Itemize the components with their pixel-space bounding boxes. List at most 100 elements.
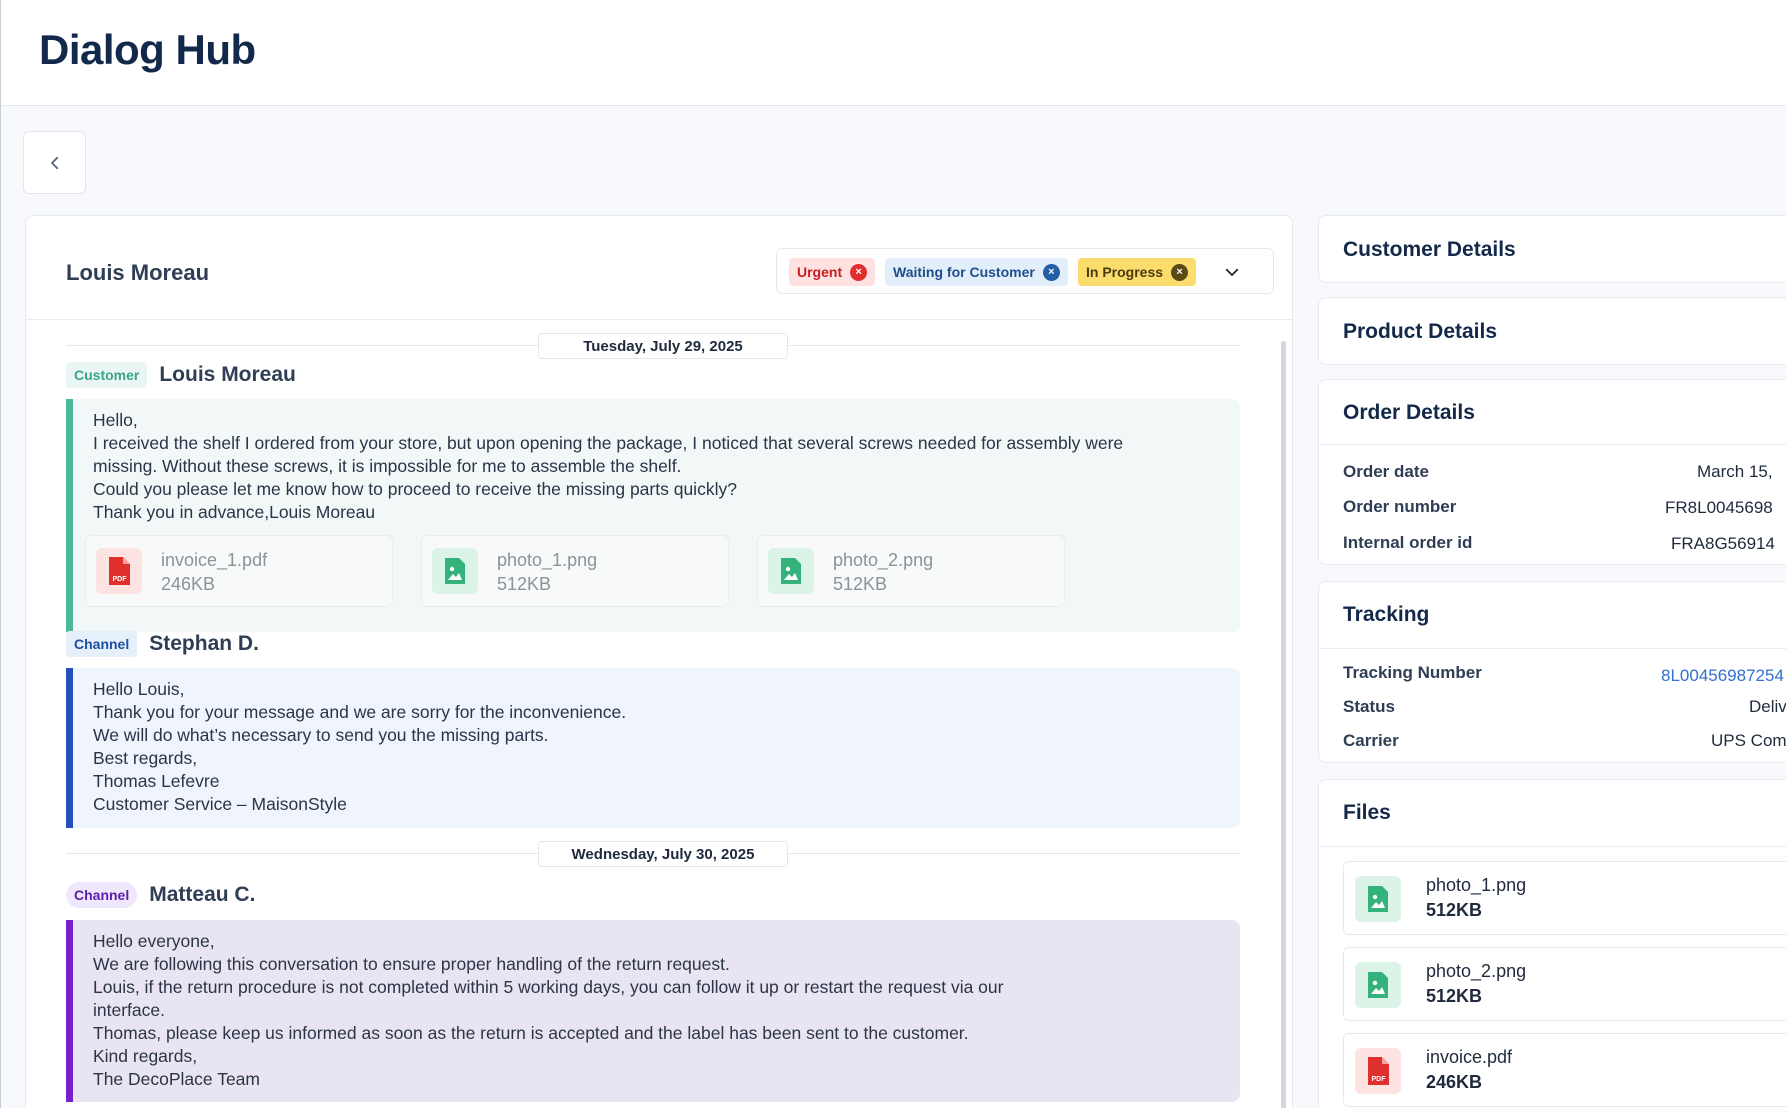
order-number-value: FR8L0045698 — [1665, 498, 1773, 517]
files-card: Files photo_1.png 512KB L photo_2.png 51… — [1318, 779, 1786, 1108]
message-line: Louis, if the return procedure is not co… — [93, 977, 1004, 997]
role-badge-customer: Customer — [66, 362, 148, 388]
attachment-name: photo_1.png — [497, 550, 598, 570]
tag-label: Waiting for Customer — [893, 264, 1035, 280]
message-line: We are following this conversation to en… — [93, 954, 730, 974]
file-size: 512KB — [1426, 900, 1483, 920]
message-line: Hello Louis, — [93, 679, 185, 699]
product-details-card[interactable]: Product Details — [1318, 297, 1786, 365]
status-label: Status — [1343, 697, 1395, 716]
attachment-name: photo_2.png — [833, 550, 934, 570]
message-bubble-channel: Hello everyone, We are following this co… — [66, 920, 1240, 1102]
tag-label: In Progress — [1086, 264, 1164, 280]
author-name: Louis Moreau — [159, 363, 296, 386]
attachment-card[interactable]: photo_2.png 512KB — [757, 535, 1065, 607]
message-line: We will do what’s necessary to send you … — [93, 725, 549, 745]
author-name: Matteau C. — [149, 883, 256, 906]
order-date-value: March 15, — [1697, 462, 1773, 481]
order-details-card: Order Details Order date March 15, Order… — [1318, 379, 1786, 565]
internal-order-id-label: Internal order id — [1343, 533, 1473, 552]
message-author-row: Channel Stephan D. — [66, 630, 259, 658]
message-line: I received the shelf I ordered from your… — [93, 433, 1124, 453]
chevron-down-icon[interactable] — [1223, 263, 1241, 281]
tag-waiting-for-customer: Waiting for Customer × — [885, 258, 1068, 286]
message-line: Hello everyone, — [93, 931, 215, 951]
file-name: photo_2.png — [1426, 961, 1527, 981]
attachment-size: 512KB — [497, 574, 552, 594]
message-line: Could you please let me know how to proc… — [93, 479, 737, 499]
message-line: Customer Service – MaisonStyle — [93, 794, 347, 814]
tag-label: Urgent — [797, 264, 843, 280]
date-separator: Tuesday, July 29, 2025 — [66, 333, 1240, 359]
attachment-card[interactable]: PDF invoice_1.pdf 246KB — [85, 535, 393, 607]
message-line: Thomas Lefevre — [93, 771, 220, 791]
message-line: The DecoPlace Team — [93, 1069, 260, 1089]
divider — [1319, 444, 1786, 445]
image-file-icon — [768, 548, 814, 594]
section-title: Product Details — [1343, 320, 1498, 343]
message-line: Thank you in advance,Louis Moreau — [93, 502, 376, 522]
image-file-icon — [1355, 876, 1401, 922]
message-bubble-customer: Hello, I received the shelf I ordered fr… — [66, 399, 1240, 632]
order-date-label: Order date — [1343, 462, 1429, 481]
file-item[interactable]: photo_1.png 512KB L — [1343, 861, 1786, 935]
section-title: Customer Details — [1343, 238, 1516, 261]
carrier-value: UPS Com — [1711, 731, 1786, 750]
file-item[interactable]: photo_2.png 512KB L — [1343, 947, 1786, 1021]
file-size: 246KB — [1426, 1072, 1483, 1092]
file-item[interactable]: PDF invoice.pdf 246KB L — [1343, 1033, 1786, 1107]
role-badge-channel: Channel — [66, 882, 138, 908]
pdf-file-icon: PDF — [96, 548, 142, 594]
svg-text:PDF: PDF — [113, 576, 128, 583]
tracking-card: Tracking Tracking Number 8L00456987254 S… — [1318, 581, 1786, 763]
date-label: Tuesday, July 29, 2025 — [538, 333, 788, 359]
tag-in-progress: In Progress × — [1078, 258, 1197, 286]
attachment-name: invoice_1.pdf — [161, 550, 268, 570]
attachment-size: 246KB — [161, 574, 216, 594]
file-size: 512KB — [1426, 986, 1483, 1006]
message-line: Kind regards, — [93, 1046, 198, 1066]
section-title: Order Details — [1343, 401, 1475, 424]
remove-tag-icon[interactable]: × — [1042, 263, 1060, 281]
message-line: Hello, — [93, 410, 138, 430]
remove-tag-icon[interactable]: × — [850, 263, 868, 281]
carrier-label: Carrier — [1343, 731, 1399, 750]
image-file-icon — [1355, 962, 1401, 1008]
message-line: Best regards, — [93, 748, 198, 768]
status-value: Deliv — [1749, 697, 1786, 716]
image-file-icon — [432, 548, 478, 594]
message-line: Thank you for your message and we are so… — [93, 702, 627, 722]
section-title: Tracking — [1343, 603, 1430, 626]
order-number-label: Order number — [1343, 497, 1457, 516]
attachment-size: 512KB — [833, 574, 888, 594]
tag-urgent: Urgent × — [789, 258, 876, 286]
message-line: missing. Without these screws, it is imp… — [93, 456, 682, 476]
file-name: invoice.pdf — [1426, 1047, 1513, 1067]
author-name: Stephan D. — [149, 632, 259, 655]
role-badge-channel: Channel — [66, 631, 138, 657]
message-author-row: Customer Louis Moreau — [66, 361, 296, 389]
message-bubble-channel: Hello Louis, Thank you for your message … — [66, 668, 1240, 828]
attachment-card[interactable]: photo_1.png 512KB — [421, 535, 729, 607]
svg-text:PDF: PDF — [1372, 1076, 1387, 1083]
remove-tag-icon[interactable]: × — [1171, 263, 1189, 281]
message-line: interface. — [93, 1000, 165, 1020]
app-title: Dialog Hub — [39, 26, 256, 73]
file-name: photo_1.png — [1426, 875, 1527, 895]
message-author-row: Channel Matteau C. — [66, 881, 255, 909]
tracking-number-label: Tracking Number — [1343, 663, 1482, 682]
customer-details-card[interactable]: Customer Details — [1318, 215, 1786, 283]
back-button[interactable] — [23, 131, 86, 194]
tracking-number-link[interactable]: 8L00456987254 — [1661, 666, 1784, 685]
date-label: Wednesday, July 30, 2025 — [538, 841, 788, 867]
tag-selector[interactable]: Urgent × Waiting for Customer × In Progr… — [776, 248, 1274, 294]
internal-order-id-value: FRA8G56914 — [1671, 534, 1775, 553]
chevron-left-icon — [50, 156, 58, 169]
date-separator: Wednesday, July 30, 2025 — [66, 841, 1240, 867]
message-line: Thomas, please keep us informed as soon … — [93, 1023, 969, 1043]
conversation-panel: Louis Moreau Urgent × Waiting for Custom… — [25, 215, 1293, 1108]
top-bar: Dialog Hub — [1, 0, 1786, 106]
divider — [1319, 648, 1786, 649]
divider — [1319, 846, 1786, 847]
scrollbar[interactable] — [1281, 341, 1286, 1108]
